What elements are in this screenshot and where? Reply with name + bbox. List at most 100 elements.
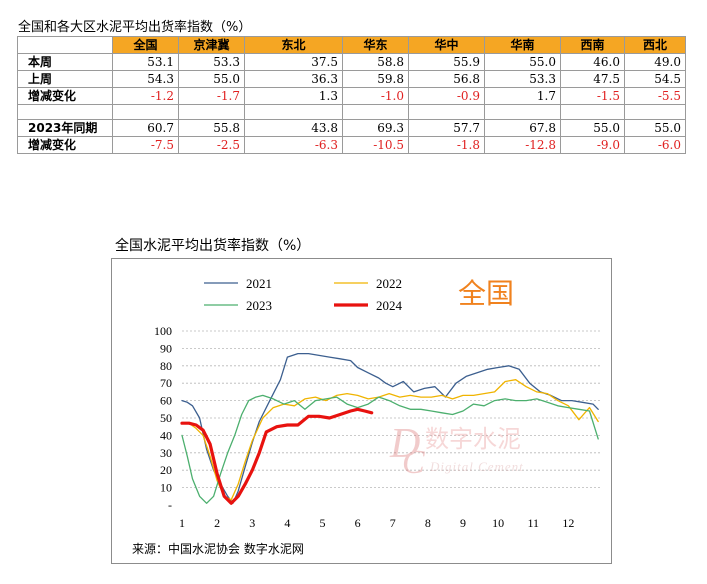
header-cell: 华东: [342, 36, 409, 54]
table-cell: -5.5: [624, 87, 686, 105]
x-tick-label: 5: [320, 516, 326, 530]
watermark-logo-mark: D: [389, 421, 420, 467]
x-tick-label: 2: [214, 516, 220, 530]
y-tick-label: 90: [160, 341, 172, 355]
series-lines: [180, 352, 599, 505]
table-cell: 37.5: [244, 53, 343, 71]
watermark-en: Digital Cement: [429, 459, 524, 474]
x-tick-label: 4: [284, 516, 290, 530]
table-cell: 60.7: [112, 119, 179, 137]
series-line-2023: [181, 394, 599, 504]
y-tick-label: -: [168, 498, 172, 512]
row-label: 增减变化: [17, 136, 113, 154]
legend-label: 2023: [246, 298, 272, 313]
table-cell: -6.0: [624, 136, 686, 154]
legend-label: 2024: [376, 298, 403, 313]
header-cell: 全国: [112, 36, 179, 54]
table-row: 上周 54.3 55.0 36.3 59.8 56.8 53.3 47.5 54.5: [17, 70, 686, 88]
y-tick-label: 40: [160, 428, 172, 442]
y-tick-label: 30: [160, 446, 172, 460]
table-cell: 43.8: [244, 119, 343, 137]
table-cell: 47.5: [560, 70, 625, 88]
watermark-logo-mark-c: C: [402, 444, 425, 481]
header-cell: [17, 36, 113, 54]
table-cell: 1.3: [244, 87, 343, 105]
table-cell: 67.8: [484, 119, 561, 137]
x-tick-label: 12: [562, 516, 574, 530]
series-line-2022: [181, 379, 599, 501]
y-tick-label: 60: [160, 394, 172, 408]
watermark-cn: 数字水泥: [425, 425, 521, 453]
x-tick-label: 3: [249, 516, 255, 530]
table-row: 本周 53.1 53.3 37.5 58.8 55.9 55.0 46.0 49.0: [17, 53, 686, 71]
table-cell: -12.8: [484, 136, 561, 154]
table-cell: 58.8: [342, 53, 409, 71]
table-cell: 53.3: [484, 70, 561, 88]
table-cell: [408, 104, 485, 120]
y-tick-labels: - 10 20 30 40 50 60 70 80 90 100: [154, 324, 172, 512]
y-tick-label: 20: [160, 463, 172, 477]
table-cell: -6.3: [244, 136, 343, 154]
x-tick-label: 6: [355, 516, 361, 530]
y-tick-label: 10: [160, 481, 172, 495]
table-cell: -1.0: [342, 87, 409, 105]
table-row: 增减变化 -1.2 -1.7 1.3 -1.0 -0.9 1.7 -1.5 -5.5: [17, 87, 686, 105]
table-cell: 55.0: [484, 53, 561, 71]
header-cell: 华南: [484, 36, 561, 54]
row-label: 增减变化: [17, 87, 113, 105]
x-tick-label: 1: [179, 516, 185, 530]
header-cell: 华中: [408, 36, 485, 54]
table-cell: [624, 104, 686, 120]
y-tick-label: 70: [160, 376, 172, 390]
source-note: 来源：中国水泥协会 数字水泥网: [132, 541, 304, 556]
chart-frame: D C 数字水泥 Digital Cement - 10 20 30 40 50 60 70 8…: [111, 258, 612, 564]
table-cell: [560, 104, 625, 120]
table-cell: 55.0: [624, 119, 686, 137]
table-cell: -9.0: [560, 136, 625, 154]
table-cell: 55.0: [178, 70, 245, 88]
table-cell: -10.5: [342, 136, 409, 154]
x-tick-labels: 1 2 3 4 5 6 7 8 9 10 11 12: [179, 516, 574, 530]
table-title: 全国和各大区水泥平均出货率指数（%）: [18, 20, 252, 35]
table-cell: 54.3: [112, 70, 179, 88]
row-label: [17, 104, 113, 120]
shipment-rate-table: 全国 京津冀 东北 华东 华中 华南 西南 西北 本周 53.1 53.3 37.5 58.8 55.9…: [17, 36, 686, 154]
table-cell: [342, 104, 409, 120]
table-cell: 36.3: [244, 70, 343, 88]
table-row: 增减变化 -7.5 -2.5 -6.3 -10.5 -1.8 -12.8 -9.0 -6.0: [17, 136, 686, 154]
chart-title: 全国水泥平均出货率指数（%）: [115, 238, 311, 254]
header-cell: 西北: [624, 36, 686, 54]
table-header-row: 全国 京津冀 东北 华东 华中 华南 西南 西北: [17, 36, 686, 54]
table-row: 2023年同期 60.7 55.8 43.8 69.3 57.7 67.8 55.0 55.0: [17, 119, 686, 137]
row-label: 2023年同期: [17, 119, 113, 137]
y-tick-label: 50: [160, 411, 172, 425]
legend-label: 2022: [376, 276, 402, 291]
table-cell: 53.1: [112, 53, 179, 71]
table-cell: 55.8: [178, 119, 245, 137]
table-cell: 54.5: [624, 70, 686, 88]
table-cell: 57.7: [408, 119, 485, 137]
series-line-2024: [180, 407, 374, 505]
x-tick-label: 7: [390, 516, 396, 530]
x-tick-label: 10: [492, 516, 504, 530]
table-cell: 53.3: [178, 53, 245, 71]
table-cell: 55.9: [408, 53, 485, 71]
header-cell: 东北: [244, 36, 343, 54]
table-cell: -1.7: [178, 87, 245, 105]
legend-label: 2021: [246, 276, 272, 291]
legend: 2021 2022 2023 2024: [204, 276, 403, 313]
header-cell: 西南: [560, 36, 625, 54]
row-label: 上周: [17, 70, 113, 88]
table-cell: -0.9: [408, 87, 485, 105]
table-cell: [484, 104, 561, 120]
table-row: [17, 104, 686, 120]
y-tick-label: 80: [160, 359, 172, 373]
table-cell: 1.7: [484, 87, 561, 105]
table-cell: 55.0: [560, 119, 625, 137]
table-cell: 59.8: [342, 70, 409, 88]
header-cell: 京津冀: [178, 36, 245, 54]
table-cell: -7.5: [112, 136, 179, 154]
series-line-2021: [181, 352, 599, 504]
watermark: D C 数字水泥 Digital Cement: [389, 421, 524, 481]
table-cell: [112, 104, 179, 120]
